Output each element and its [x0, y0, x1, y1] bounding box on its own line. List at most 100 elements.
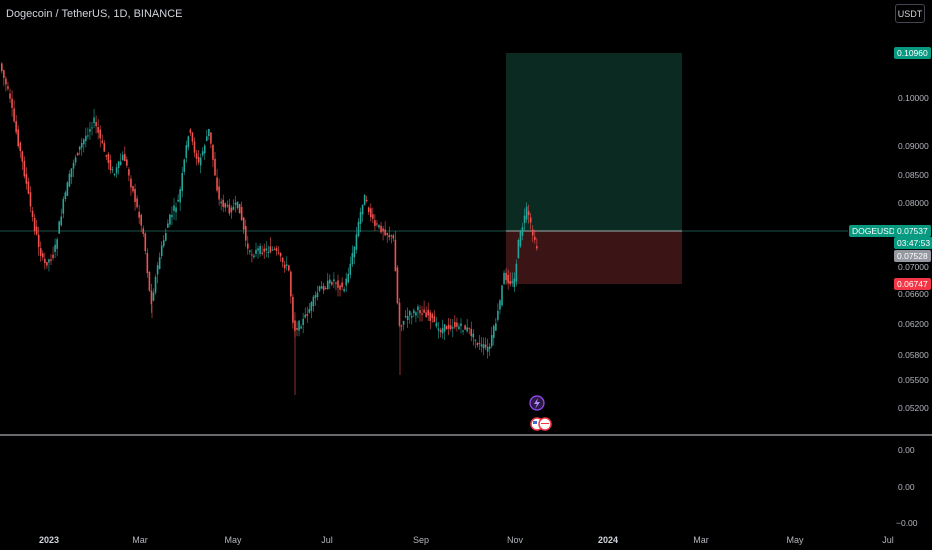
candle-body [517, 240, 520, 259]
time-label: Sep [412, 535, 430, 545]
candle-body [386, 233, 388, 235]
candle-body [214, 158, 216, 176]
candle-body [234, 202, 237, 205]
us-flag-icon[interactable] [530, 417, 552, 431]
target-price-tag: 0.10960 [894, 47, 931, 59]
candle-body [83, 139, 85, 145]
candle-body [238, 203, 241, 214]
candle-body [97, 127, 99, 133]
candle-body [318, 286, 321, 291]
candle-body [296, 327, 298, 330]
price-tick: 0.08000 [898, 198, 929, 208]
candle-body [134, 189, 136, 202]
price-tick: 0.05500 [898, 375, 929, 385]
candle-body [35, 226, 38, 235]
candle-body [312, 296, 315, 307]
currency-button[interactable]: USDT [895, 4, 925, 23]
candle-body [490, 335, 493, 347]
candle-body [361, 204, 364, 215]
candle-body [228, 204, 231, 214]
candle-body [285, 264, 288, 266]
candle-body [42, 253, 44, 258]
candle-body [454, 322, 456, 328]
candle-body [493, 325, 495, 338]
candle-body [349, 263, 352, 275]
candle-body [89, 129, 91, 132]
candle-body [244, 225, 247, 241]
candle-body [390, 235, 393, 237]
candle-body [337, 280, 339, 288]
price-tick: 0.05800 [898, 350, 929, 360]
candle-body [156, 265, 159, 275]
candle-body [111, 169, 114, 171]
candle-body [331, 282, 333, 285]
candle-body [162, 240, 165, 247]
candle-body [95, 122, 97, 127]
candle-body [136, 198, 138, 208]
candle-body [105, 155, 108, 157]
candle-body [378, 224, 380, 228]
candle-body [21, 151, 24, 162]
candle-body [167, 223, 169, 228]
candle-body [482, 344, 485, 349]
candle-body [144, 233, 147, 252]
lightning-icon[interactable] [529, 395, 545, 411]
candle-body [415, 312, 417, 316]
price-tick: 0.05200 [898, 403, 929, 413]
candle-body [210, 132, 212, 144]
candle-body [474, 339, 477, 341]
last-price-tag: 0.07537 [894, 225, 931, 237]
candle-body [413, 310, 415, 314]
candle-body [259, 246, 261, 254]
candle-body [478, 343, 481, 345]
candle-body [3, 70, 5, 78]
candle-body [232, 206, 235, 210]
candle-body [7, 86, 9, 89]
candle-body [58, 221, 60, 234]
candle-body [384, 229, 386, 236]
candle-body [267, 251, 270, 253]
candle-body [294, 320, 296, 331]
candle-body [427, 309, 429, 316]
candle-body [9, 93, 11, 99]
candle-body [119, 161, 122, 165]
candle-body [236, 201, 239, 208]
candle-body [142, 228, 145, 234]
candle-body [456, 322, 458, 327]
candle-body [128, 169, 130, 176]
candle-body [39, 248, 42, 256]
candle-body [263, 248, 265, 252]
candle-body [158, 257, 161, 269]
symbol-title[interactable]: Dogecoin / TetherUS, 1D, BINANCE [6, 8, 183, 20]
candle-body [515, 263, 518, 282]
candle-body [68, 173, 71, 187]
stop-price-tag: 0.06747 [894, 278, 931, 290]
candle-body [521, 227, 524, 236]
candle-body [435, 322, 438, 327]
candle-body [66, 182, 69, 196]
candle-body [345, 278, 347, 286]
candle-body [476, 343, 479, 346]
candle-body [101, 140, 104, 143]
candle-body [37, 234, 40, 247]
candle-body [499, 300, 501, 310]
candle-body [173, 205, 175, 211]
candle-body [443, 324, 446, 332]
candle-body [419, 310, 421, 314]
candle-body [185, 145, 188, 158]
candle-body [507, 274, 509, 283]
candle-body [230, 207, 233, 213]
candle-body [536, 246, 538, 249]
candle-body [333, 279, 335, 282]
candle-body [382, 228, 384, 232]
candle-body [15, 121, 17, 133]
candle-body [288, 265, 290, 271]
candle-body [31, 210, 34, 217]
candle-body [218, 186, 220, 200]
candle-body [109, 160, 112, 171]
candle-body [322, 285, 325, 291]
candle-body [470, 328, 473, 337]
candle-body [56, 239, 58, 249]
candle-body [154, 276, 157, 293]
